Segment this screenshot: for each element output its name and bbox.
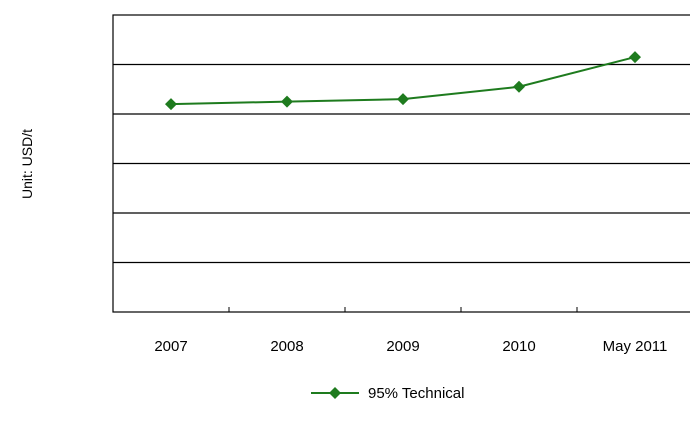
data-point-marker: [397, 93, 409, 106]
x-axis: 2007 2008 2009 2010 May 2011: [154, 307, 667, 355]
legend-diamond-marker-icon: [329, 387, 341, 399]
data-point-marker: [513, 80, 525, 93]
data-series: [165, 51, 641, 111]
x-tick-label: 2008: [270, 338, 303, 355]
x-tick-label: 2007: [154, 338, 187, 355]
data-point-marker: [165, 98, 177, 111]
x-tick-label: May 2011: [603, 338, 668, 355]
data-point-marker: [629, 51, 641, 64]
plot-area-border: [112, 14, 690, 313]
legend: 95% Technical: [311, 385, 464, 402]
data-point-marker: [281, 95, 293, 108]
x-tick-label: 2009: [386, 338, 419, 355]
y-axis-label: Unit: USD/t: [19, 129, 35, 199]
gridlines: [113, 63, 690, 264]
x-tick-label: 2010: [502, 338, 535, 355]
legend-series-label: 95% Technical: [368, 385, 464, 402]
